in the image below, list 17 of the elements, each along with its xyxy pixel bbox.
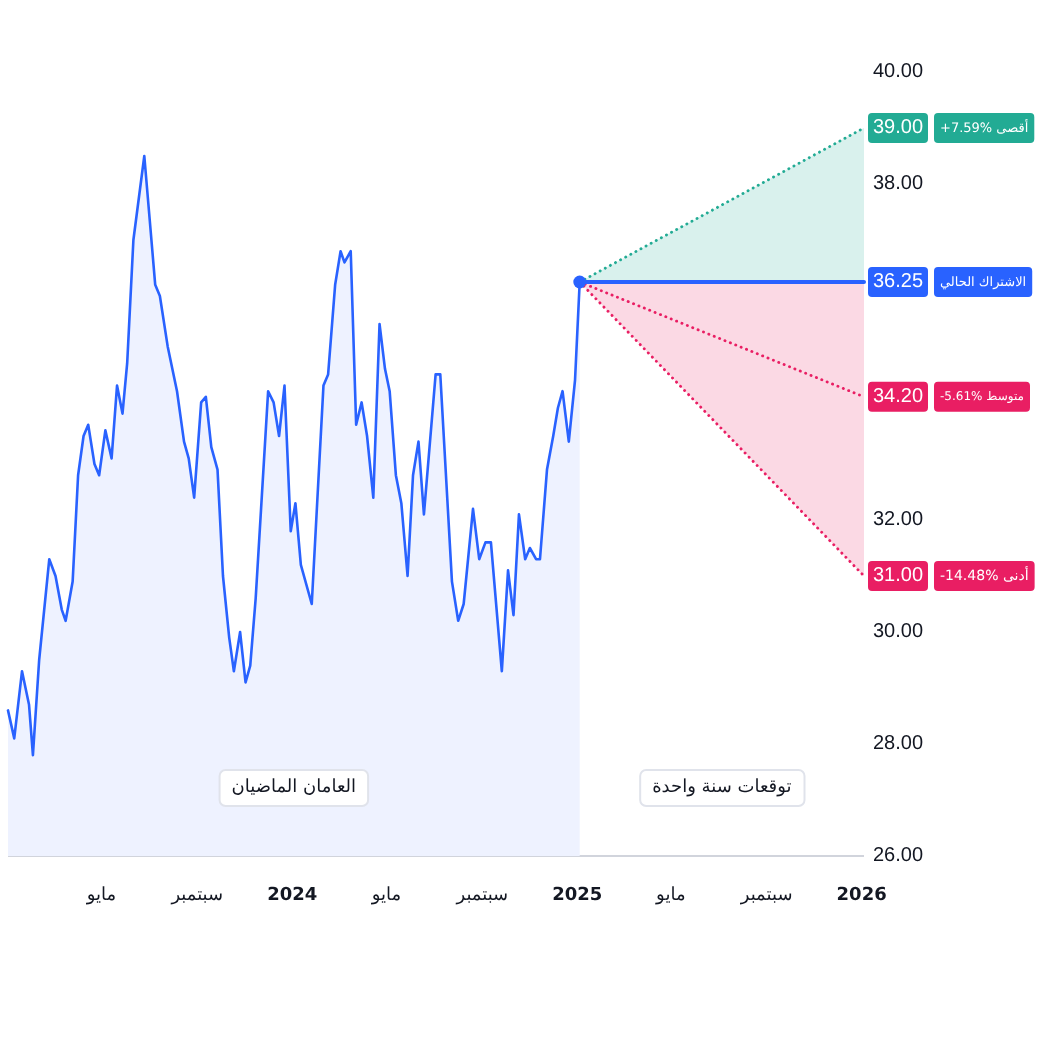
x-tick-label: سبتمبر	[738, 886, 793, 906]
x-tick-label: مايو	[369, 886, 402, 906]
y-tick-label: 38.00	[872, 173, 924, 195]
x-tick-label: 2024	[267, 886, 318, 906]
annotation: توقعات سنة واحدة	[652, 778, 793, 798]
y-tick-label: 32.00	[872, 509, 924, 531]
x-tick-label: 2026	[836, 886, 887, 906]
x-tick-label: سبتمبر	[454, 886, 509, 906]
x-tick-label: مايو	[654, 886, 686, 906]
y-tick-label: 30.00	[872, 621, 924, 643]
y-tick-label: 40.00	[872, 61, 924, 83]
annotation: العامان الماضيان	[231, 778, 357, 798]
y-tick-label: 28.00	[872, 733, 924, 755]
x-tick-label: سبتمبر	[169, 886, 224, 906]
x-tick-label: 2025	[552, 886, 603, 906]
y-tick-label: 26.00	[872, 845, 924, 867]
x-tick-label: مايو	[84, 886, 117, 906]
